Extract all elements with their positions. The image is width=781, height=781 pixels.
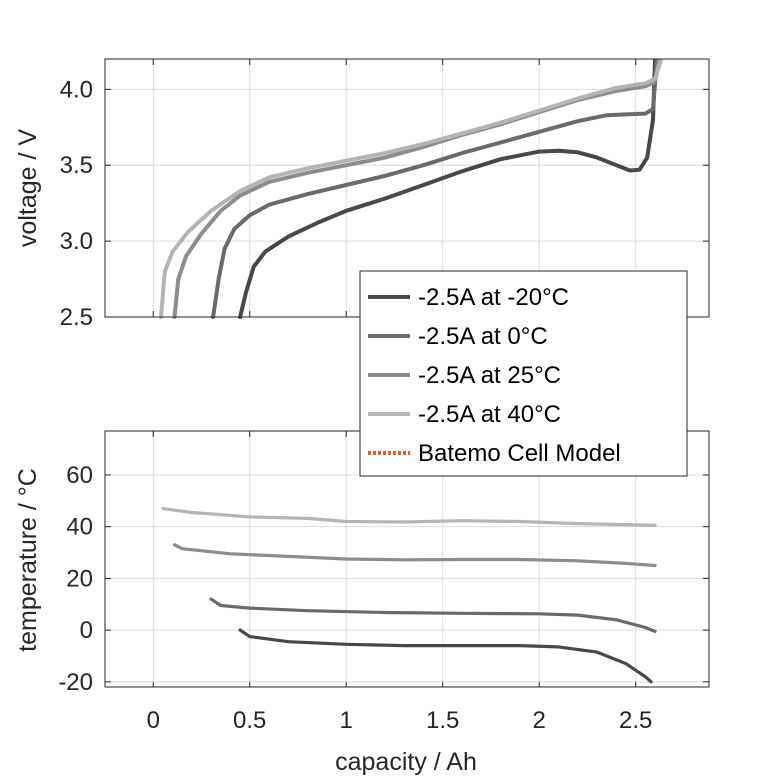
temperature-y-tick-label: -20	[58, 669, 93, 696]
legend-label-0: -2.5A at -20°C	[418, 284, 569, 311]
voltage-series-line-3	[159, 58, 663, 319]
capacity-x-axis-label: capacity / Ah	[335, 748, 477, 776]
temperature-x-tick-label: 1.5	[426, 707, 459, 734]
voltage-series-line-1	[211, 58, 659, 319]
temperature-x-ticks: 0 0.5 1 1.5 2 2.5	[147, 707, 653, 734]
legend-label-3: -2.5A at 40°C	[418, 401, 561, 428]
voltage-y-ticks: 2.5 3.0 3.5 4.0	[60, 76, 93, 331]
temperature-y-tick-label: 60	[66, 462, 93, 489]
temperature-x-tick-label: 2.5	[619, 707, 652, 734]
temperature-series-group	[161, 507, 657, 684]
temperature-y-tick-label: 40	[66, 514, 93, 541]
temperature-x-tick-label: 0.5	[233, 707, 266, 734]
temperature-y-tick-label: 20	[66, 565, 93, 592]
voltage-y-tick-label: 4.0	[60, 76, 93, 103]
legend-label-4: Batemo Cell Model	[418, 440, 621, 467]
temperature-series-line-1	[209, 597, 657, 634]
legend-label-1: -2.5A at 0°C	[418, 323, 548, 350]
voltage-series-group	[159, 58, 663, 319]
temperature-x-tick-label: 0	[147, 707, 160, 734]
temperature-y-axis-label: temperature / °C	[14, 468, 42, 652]
legend-entries: -2.5A at -20°C -2.5A at 0°C -2.5A at 25°C -…	[368, 284, 621, 467]
voltage-y-tick-label: 2.5	[60, 304, 93, 331]
legend-box	[359, 270, 688, 477]
voltage-y-tick-label: 3.0	[60, 228, 93, 255]
voltage-y-axis-label: voltage / V	[14, 129, 42, 247]
voltage-y-tick-label: 3.5	[60, 152, 93, 179]
temperature-y-ticks: -20 0 20 40 60	[58, 462, 93, 696]
legend-label-2: -2.5A at 25°C	[418, 362, 561, 389]
temperature-series-line-0	[238, 628, 653, 684]
voltage-series-line-2	[172, 58, 661, 319]
temperature-series-line-3	[161, 507, 657, 528]
legend: -2.5A at -20°C -2.5A at 0°C -2.5A at 25°C -…	[359, 270, 688, 477]
temperature-series-line-2	[172, 543, 657, 568]
temperature-y-tick-label: 0	[80, 617, 93, 644]
voltage-series-line-0	[238, 58, 657, 319]
temperature-x-tick-label: 2	[533, 707, 546, 734]
temperature-x-tick-label: 1	[340, 707, 353, 734]
